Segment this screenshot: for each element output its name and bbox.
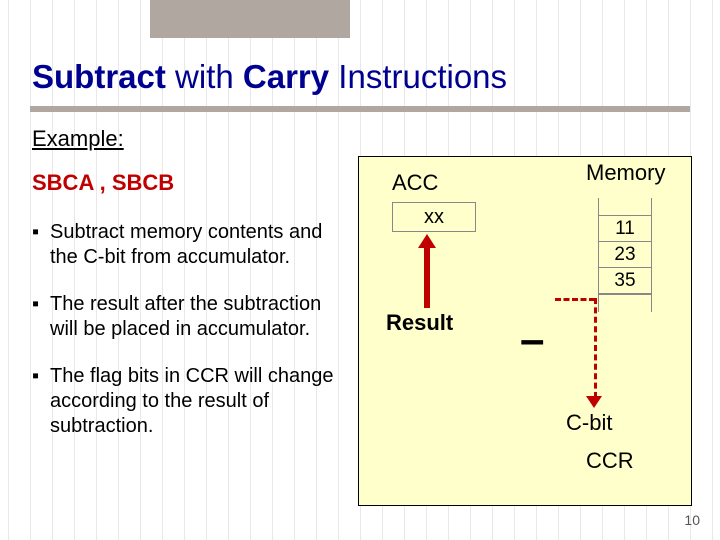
acc-label: ACC	[392, 170, 438, 196]
title-word-2: with	[166, 58, 243, 95]
title-word-1: Subtract	[32, 58, 166, 95]
mnemonics: SBCA , SBCB	[32, 170, 174, 196]
bullet-text: The result after the subtraction will be…	[50, 292, 352, 342]
memory-cell: 11	[598, 216, 652, 242]
result-label: Result	[386, 310, 453, 336]
title-word-4: Instructions	[329, 58, 507, 95]
bullet-item: ▪ The flag bits in CCR will change accor…	[32, 364, 352, 439]
cbit-label: C-bit	[566, 410, 612, 436]
memory-cell: 23	[598, 242, 652, 268]
slide-title: Subtract with Carry Instructions	[32, 58, 507, 96]
bullet-marker: ▪	[32, 292, 50, 342]
minus-symbol: –	[520, 315, 544, 365]
bullet-text: Subtract memory contents and the C-bit f…	[50, 220, 352, 270]
memory-cell-empty	[598, 294, 652, 312]
slide-number: 10	[684, 512, 700, 528]
bullet-list: ▪ Subtract memory contents and the C-bit…	[32, 220, 352, 461]
arrow-segment	[424, 302, 430, 308]
bullet-item: ▪ Subtract memory contents and the C-bit…	[32, 220, 352, 270]
memory-cell: 35	[598, 268, 652, 294]
dash-segment	[555, 298, 595, 301]
bullet-marker: ▪	[32, 364, 50, 439]
memory-stack: 11 23 35	[598, 198, 652, 312]
ccr-label: CCR	[586, 448, 634, 474]
memory-label: Memory	[586, 160, 665, 186]
dash-segment	[594, 298, 597, 398]
bullet-item: ▪ The result after the subtraction will …	[32, 292, 352, 342]
title-word-3: Carry	[243, 58, 329, 95]
acc-box: xx	[392, 202, 476, 232]
title-underline	[30, 106, 690, 112]
memory-cell-empty	[598, 198, 652, 216]
example-label: Example:	[32, 126, 124, 152]
bullet-text: The flag bits in CCR will change accordi…	[50, 364, 352, 439]
dash-arrowhead-icon	[586, 396, 602, 408]
title-shadow-bar	[150, 0, 350, 38]
bullet-marker: ▪	[32, 220, 50, 270]
